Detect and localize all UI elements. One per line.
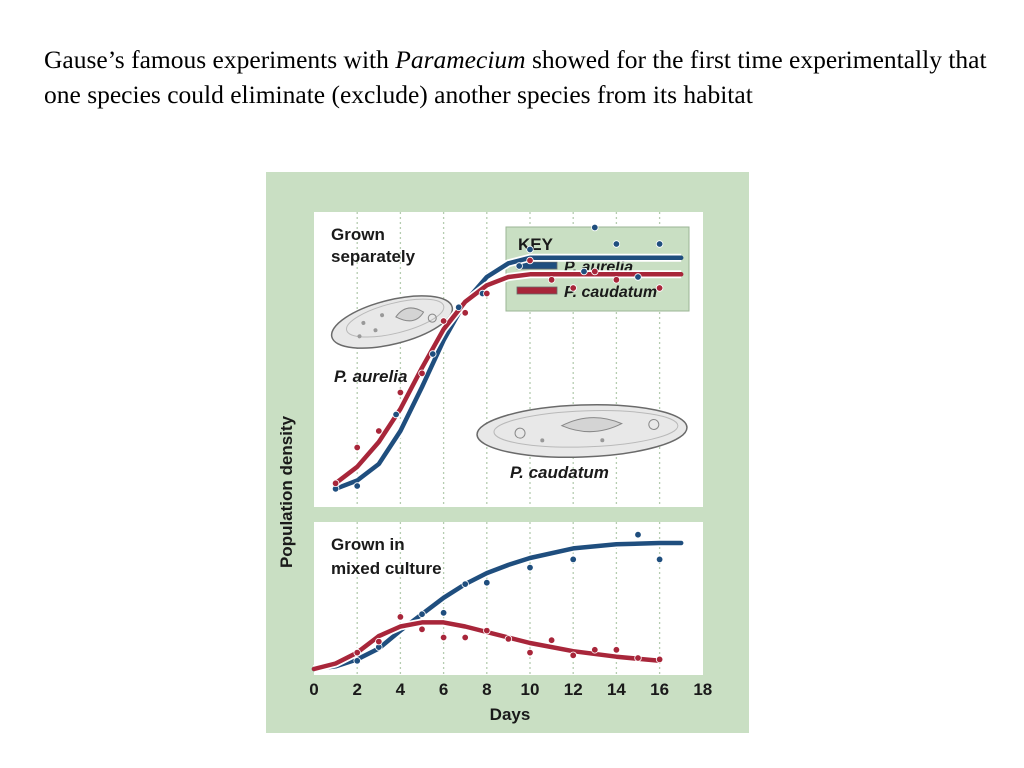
legend-key-title: KEY (518, 235, 554, 254)
x-tick-label: 12 (564, 680, 583, 699)
data-point-aurelia (439, 609, 448, 617)
data-point-caudatum (375, 427, 383, 435)
x-tick-label: 14 (607, 680, 626, 699)
x-tick-label: 2 (352, 680, 361, 699)
data-point-aurelia (591, 223, 599, 232)
data-point-caudatum (439, 317, 448, 325)
x-tick-label: 8 (482, 680, 491, 699)
series-line-caudatum (333, 272, 684, 486)
data-point-caudatum (547, 276, 556, 284)
slide-caption: Gause’s famous experiments with Parameci… (44, 42, 994, 112)
data-point-aurelia (655, 555, 664, 564)
data-point-aurelia (455, 303, 463, 311)
data-point-caudatum (439, 633, 448, 642)
data-point-caudatum (418, 369, 426, 377)
series-layer-separately (331, 223, 684, 493)
data-point-caudatum (612, 276, 621, 284)
data-point-caudatum (418, 625, 426, 633)
panel-separately-title: Grown separately (331, 225, 416, 266)
data-point-caudatum (526, 256, 534, 265)
caption-text-start: Gause’s famous experiments with (44, 45, 396, 74)
data-point-aurelia (515, 262, 523, 270)
data-point-caudatum (655, 655, 664, 664)
x-axis-ticks: 0 2 4 6 8 10 12 14 16 18 (309, 680, 712, 699)
data-point-caudatum (396, 613, 405, 621)
data-point-aurelia (353, 657, 361, 665)
caption-italic-genus: Paramecium (395, 45, 526, 74)
data-point-caudatum (569, 651, 577, 659)
data-point-aurelia (634, 273, 642, 281)
x-tick-label: 6 (439, 680, 448, 699)
data-point-caudatum (461, 633, 469, 642)
y-axis-label: Population density (277, 415, 296, 568)
data-point-aurelia (612, 240, 621, 248)
data-point-caudatum (396, 388, 405, 397)
data-point-aurelia (655, 240, 664, 248)
data-point-caudatum (547, 636, 556, 644)
data-point-caudatum (483, 626, 491, 635)
data-point-aurelia (569, 555, 577, 564)
paramecium-caudatum-icon (476, 404, 688, 458)
panel-mixed-title: Grown in mixed culture (331, 535, 442, 578)
series-line-caudatum (311, 620, 662, 672)
x-axis-label: Days (490, 705, 531, 724)
legend-label-caudatum: P. caudatum (564, 284, 657, 301)
data-point-caudatum (353, 443, 361, 452)
x-tick-label: 18 (693, 680, 712, 699)
data-point-caudatum (634, 654, 642, 662)
legend-swatch-caudatum (516, 286, 558, 295)
data-point-aurelia (526, 563, 534, 572)
data-point-caudatum (591, 646, 599, 654)
caption-text-end: showed for the first time experimentally… (44, 45, 987, 109)
x-tick-label: 4 (396, 680, 406, 699)
data-point-aurelia (526, 245, 534, 254)
data-point-aurelia (580, 267, 588, 276)
data-point-caudatum (375, 637, 383, 646)
illustration-label-aurelia: P. aurelia (334, 367, 407, 386)
data-point-aurelia (429, 350, 437, 358)
data-point-caudatum (504, 635, 513, 643)
x-tick-label: 0 (309, 680, 318, 699)
data-point-caudatum (353, 648, 361, 657)
data-point-aurelia (483, 579, 491, 587)
data-point-caudatum (526, 648, 534, 657)
data-point-aurelia (353, 482, 361, 490)
data-point-caudatum (569, 284, 577, 292)
x-tick-label: 16 (650, 680, 669, 699)
data-point-caudatum (461, 309, 469, 317)
data-point-aurelia (418, 610, 426, 618)
data-point-caudatum (591, 267, 599, 276)
data-point-caudatum (655, 284, 664, 292)
series-layer-mixed (311, 531, 684, 673)
data-point-caudatum (612, 646, 621, 654)
data-point-aurelia (461, 580, 469, 588)
data-point-aurelia (392, 410, 400, 419)
paramecium-aurelia-icon (330, 295, 454, 349)
data-point-caudatum (331, 479, 340, 487)
data-point-aurelia (634, 531, 642, 539)
x-tick-label: 10 (521, 680, 540, 699)
illustration-label-caudatum: P. caudatum (510, 463, 609, 482)
data-point-caudatum (483, 289, 491, 298)
